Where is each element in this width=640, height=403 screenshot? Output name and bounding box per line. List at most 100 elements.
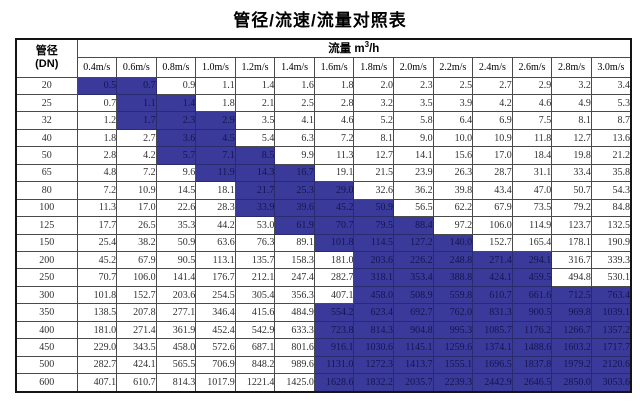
flow-value-cell: 1357.2 [590, 320, 632, 340]
flow-value-cell: 969.8 [551, 303, 592, 322]
flow-value-cell: 712.5 [551, 285, 592, 305]
flow-value-cell: 1.4 [155, 93, 197, 113]
flow-value-cell: 28.3 [195, 198, 236, 218]
flow-value-cell: 32.6 [353, 181, 394, 200]
flow-value-cell: 54.3 [590, 181, 632, 200]
flow-value-cell: 0.7 [116, 76, 157, 95]
flow-value-cell: 165.4 [511, 233, 553, 253]
flow-value-cell: 1017.9 [195, 373, 236, 393]
flow-value-cell: 995.3 [432, 320, 474, 340]
flow-value-cell: 113.1 [195, 251, 236, 270]
flow-value-cell: 2646.5 [511, 373, 553, 393]
flow-value-cell: 11.9 [195, 163, 236, 183]
flow-value-cell: 3053.6 [590, 373, 632, 393]
flow-value-cell: 346.4 [195, 303, 236, 322]
flow-value-cell: 13.6 [590, 128, 632, 148]
velocity-header-0: 0.4m/s [76, 56, 118, 78]
flow-value-cell: 9.6 [155, 163, 197, 183]
flow-value-cell: 5.2 [353, 111, 394, 130]
flow-value-cell: 4.2 [116, 146, 157, 165]
flow-value-cell: 424.1 [472, 268, 513, 287]
flow-value-cell: 247.4 [274, 268, 315, 287]
velocity-header-1: 0.6m/s [116, 56, 157, 78]
dn-cell: 32 [15, 111, 78, 130]
flow-value-cell: 4.1 [274, 111, 315, 130]
flow-value-cell: 15.6 [432, 146, 474, 165]
flow-value-cell: 801.6 [274, 338, 315, 357]
flow-value-cell: 29.0 [313, 181, 355, 200]
flow-value-cell: 1.8 [76, 128, 118, 148]
flow-value-cell: 1696.5 [472, 355, 513, 375]
dn-cell: 150 [15, 233, 78, 253]
flow-value-cell: 67.9 [116, 251, 157, 270]
flow-value-cell: 687.1 [234, 338, 276, 357]
flow-value-cell: 61.9 [274, 216, 315, 235]
table-row-dn-600: 600 407.1 610.7 814.3 1017.9 1221.4 1425.0 1628… [15, 373, 632, 393]
flow-value-cell: 43.4 [472, 181, 513, 200]
flow-value-cell: 508.9 [393, 285, 434, 305]
table-row-dn-400: 400 181.0 271.4 361.9 452.4 542.9 633.3 723.8 81… [15, 320, 632, 340]
flow-value-cell: 1413.7 [393, 355, 434, 375]
flow-value-cell: 62.2 [432, 198, 474, 218]
flow-value-cell: 25.4 [76, 233, 118, 253]
flow-value-cell: 407.1 [76, 373, 118, 393]
flow-value-cell: 127.2 [393, 233, 434, 253]
flow-value-cell: 407.1 [313, 285, 355, 305]
dn-cell: 350 [15, 303, 78, 322]
flow-value-cell: 2.3 [155, 111, 197, 130]
flow-value-cell: 53.0 [234, 216, 276, 235]
flow-value-cell: 1425.0 [274, 373, 315, 393]
flow-value-cell: 2.3 [393, 76, 434, 95]
flow-value-cell: 8.1 [353, 128, 394, 148]
flow-table: 管径 (DN) 流量 m3/h 0.4m/s 0.6m/s 0.8m/s 1.0m/s 1.2… [15, 38, 632, 393]
flow-value-cell: 542.9 [234, 320, 276, 340]
flow-value-cell: 1266.7 [551, 320, 592, 340]
flow-value-cell: 458.0 [353, 285, 394, 305]
flow-value-cell: 56.5 [393, 198, 434, 218]
table-row-dn-100: 100 11.3 17.0 22.6 28.3 33.9 39.6 45.2 50.9 56.5 6… [15, 198, 632, 218]
dn-cell: 400 [15, 320, 78, 340]
table-row-dn-40: 40 1.8 2.7 3.6 4.5 5.4 6.3 7.2 8.1 9.0 10.0 10.9 11.… [15, 128, 632, 148]
flow-value-cell: 50.9 [155, 233, 197, 253]
flow-value-cell: 181.0 [313, 251, 355, 270]
flow-value-cell: 692.7 [393, 303, 434, 322]
flow-value-cell: 763.4 [590, 285, 632, 305]
flow-value-cell: 39.6 [274, 198, 315, 218]
flow-value-cell: 282.7 [313, 268, 355, 287]
flow-value-cell: 0.7 [76, 93, 118, 113]
flow-value-cell: 5.8 [393, 111, 434, 130]
flow-value-cell: 814.3 [155, 373, 197, 393]
flow-value-cell: 1221.4 [234, 373, 276, 393]
flow-value-cell: 33.9 [234, 198, 276, 218]
flow-value-cell: 18.1 [195, 181, 236, 200]
flow-value-cell: 2.0 [353, 76, 394, 95]
flow-value-cell: 0.9 [155, 76, 197, 95]
flow-value-cell: 1.4 [234, 76, 276, 95]
flow-value-cell: 158.3 [274, 251, 315, 270]
flow-value-cell: 178.1 [551, 233, 592, 253]
flow-value-cell: 2.7 [116, 128, 157, 148]
flow-value-cell: 610.7 [116, 373, 157, 393]
flow-value-cell: 1.1 [195, 76, 236, 95]
table-row-dn-350: 350 138.5 207.8 277.1 346.4 415.6 484.9 554.2 62… [15, 303, 632, 322]
table-row-dn-500: 500 282.7 424.1 565.5 706.9 848.2 989.6 1131.0 1… [15, 355, 632, 375]
flow-value-cell: 3.6 [155, 128, 197, 148]
flow-value-cell: 207.8 [116, 303, 157, 322]
flow-value-cell: 31.1 [511, 163, 553, 183]
flow-value-cell: 424.1 [116, 355, 157, 375]
flow-value-cell: 16.7 [274, 163, 315, 183]
flow-value-cell: 989.6 [274, 355, 315, 375]
table-row-dn-32: 32 1.2 1.7 2.3 2.9 3.5 4.1 4.6 5.2 5.8 6.4 6.9 7.5 8.… [15, 111, 632, 130]
velocity-header-6: 1.6m/s [313, 56, 355, 78]
flow-value-cell: 22.6 [155, 198, 197, 218]
table-row-dn-250: 250 70.7 106.0 141.4 176.7 212.1 247.4 282.7 318… [15, 268, 632, 287]
table-body: 20 0.5 0.7 0.9 1.1 1.4 1.6 1.8 2.0 2.3 2.5 2.7 2.9 3.… [15, 76, 632, 393]
flow-value-cell: 70.7 [76, 268, 118, 287]
flow-value-cell: 848.2 [234, 355, 276, 375]
flow-value-cell: 633.3 [274, 320, 315, 340]
flow-value-cell: 7.1 [195, 146, 236, 165]
flow-value-cell: 1.6 [274, 76, 315, 95]
dn-cell: 80 [15, 181, 78, 200]
velocity-header-4: 1.2m/s [234, 56, 276, 78]
flow-value-cell: 14.3 [234, 163, 276, 183]
